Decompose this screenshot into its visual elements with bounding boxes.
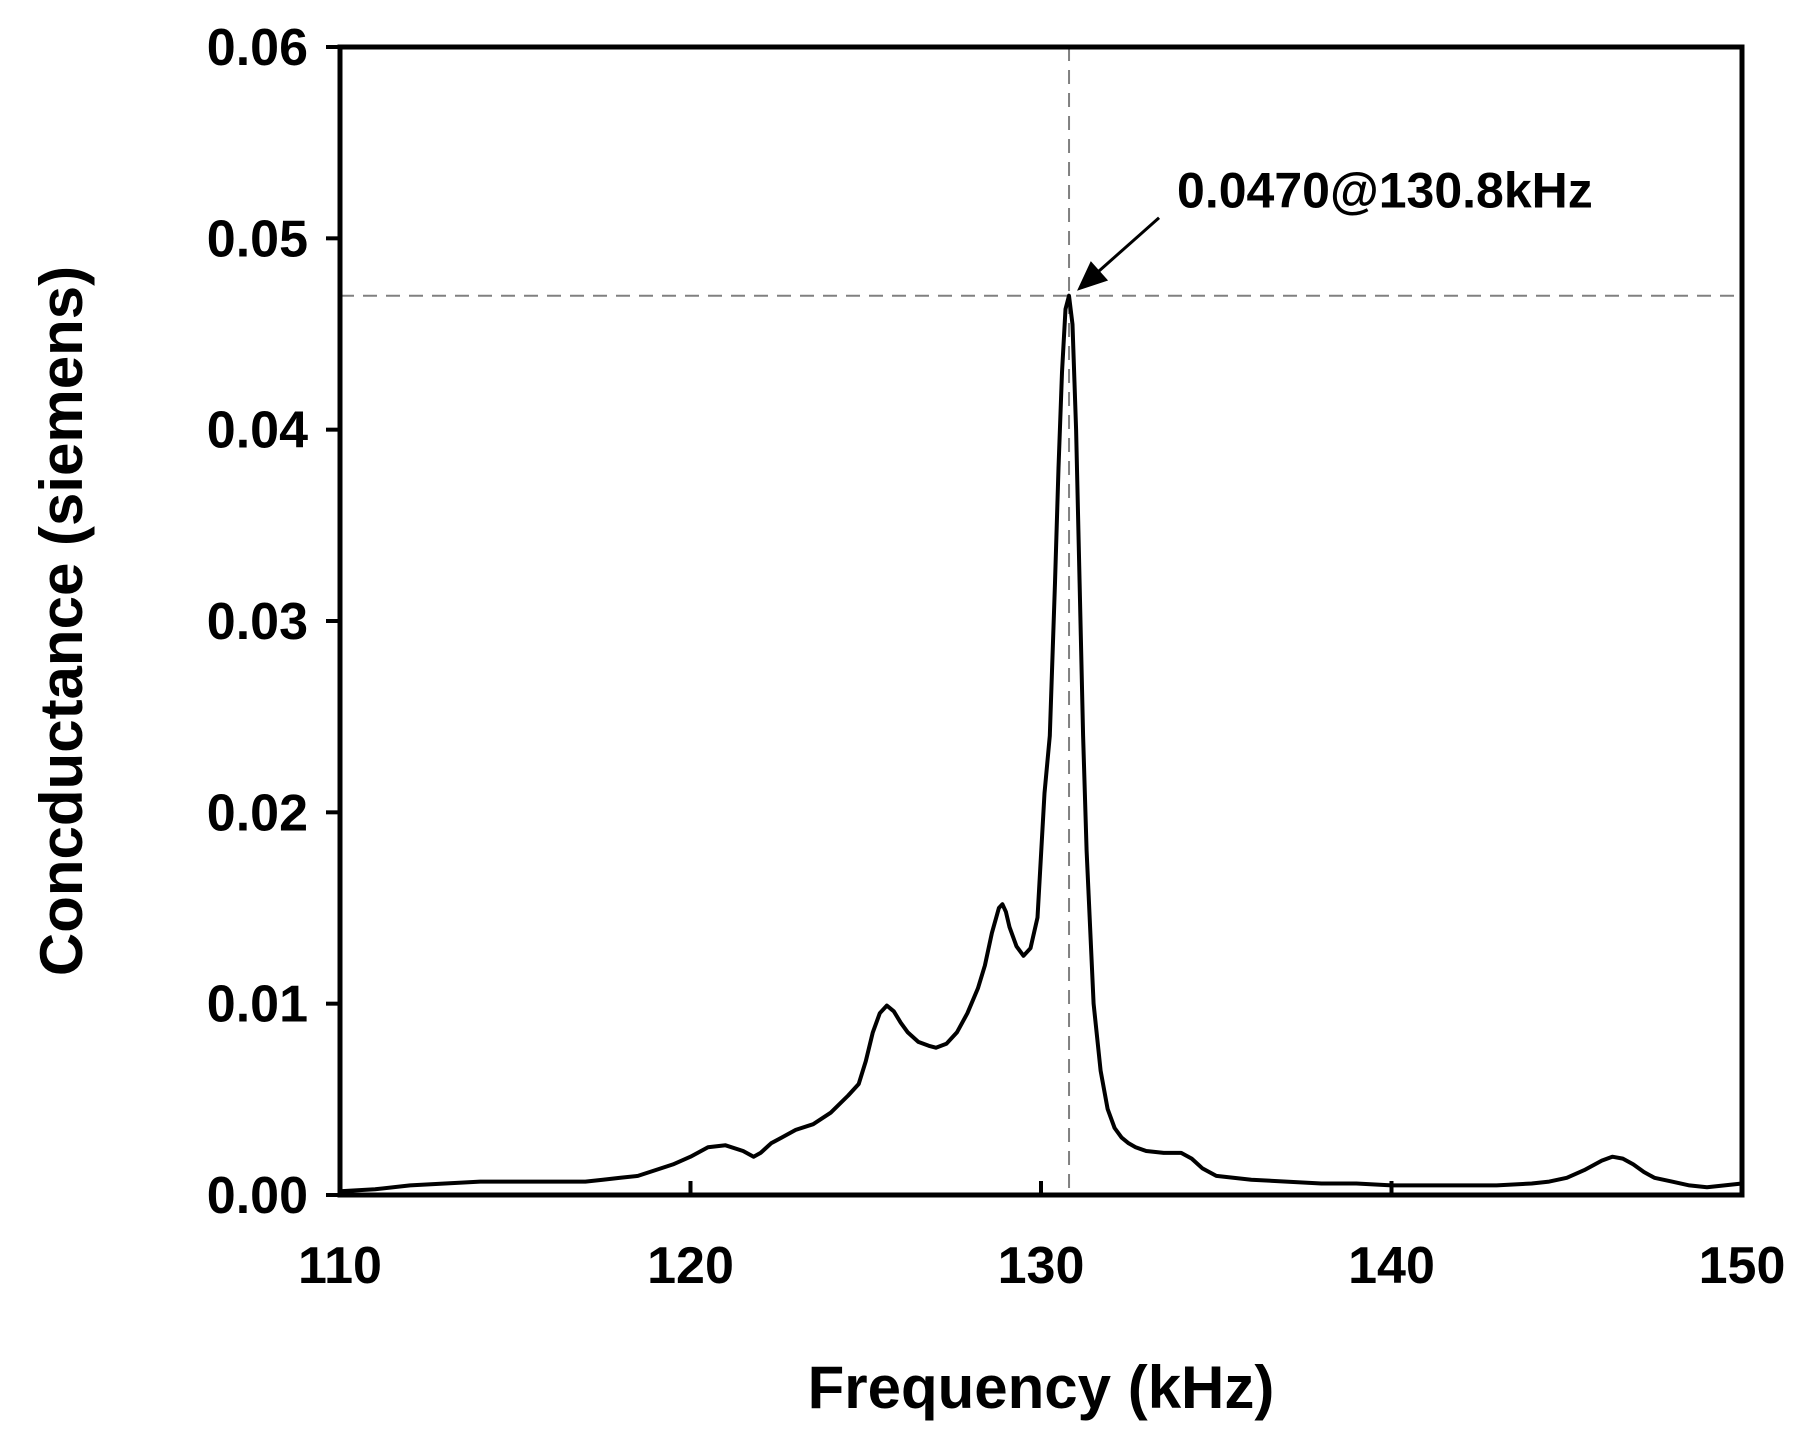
- x-tick-label: 130: [998, 1237, 1085, 1295]
- y-tick-label: 0.02: [207, 784, 308, 842]
- axis-ticks: [326, 45, 1744, 1197]
- y-tick-label: 0.06: [207, 19, 308, 77]
- x-tick-label: 150: [1699, 1237, 1786, 1295]
- y-tick-label: 0.05: [207, 210, 308, 268]
- reference-lines: [340, 47, 1742, 1195]
- peak-annotation: 0.0470@130.8kHz: [1077, 163, 1593, 291]
- annotation-arrow-head: [1077, 261, 1109, 291]
- y-tick-label: 0.00: [207, 1167, 308, 1225]
- tick-labels: 110 120 130 140 150 0.00 0.01 0.02 0.03 0.04 0.05 0…: [207, 19, 1786, 1295]
- y-axis-title: Concductance (siemens): [28, 266, 95, 976]
- annotation-arrow-line: [1096, 216, 1161, 274]
- plot-frame: [337, 44, 1745, 1198]
- x-tick-label: 120: [647, 1237, 734, 1295]
- x-tick-label: 140: [1348, 1237, 1435, 1295]
- x-tick-label: 110: [298, 1237, 382, 1295]
- series-group: [339, 293, 1743, 1194]
- x-axis-title: Frequency (kHz): [808, 1354, 1275, 1421]
- y-tick-label: 0.03: [207, 593, 308, 651]
- y-tick-label: 0.04: [207, 402, 308, 460]
- annotation-label: 0.0470@130.8kHz: [1177, 163, 1593, 219]
- y-tick-label: 0.01: [207, 976, 308, 1034]
- series-line: [339, 293, 1743, 1194]
